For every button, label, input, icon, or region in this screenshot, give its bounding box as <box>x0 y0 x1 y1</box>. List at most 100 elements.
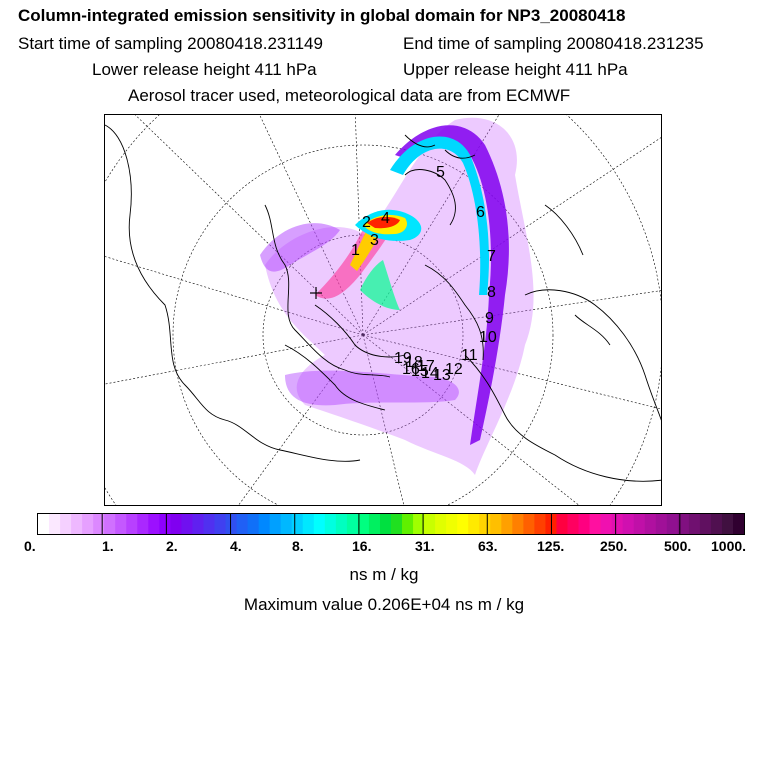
colorbar-tick: 4. <box>230 538 242 554</box>
colorbar-swatch <box>721 514 734 534</box>
colorbar-swatch <box>391 514 403 534</box>
colorbar-swatch <box>413 514 425 534</box>
colorbar-swatch <box>324 514 337 534</box>
colorbar-swatch <box>137 514 149 534</box>
trajectory-labels: 1 2 3 4 5 6 7 8 9 10 11 12 13 14 15 16 1… <box>351 164 497 384</box>
colorbar-swatch <box>357 514 370 534</box>
upper-release-height-label: Upper release height 411 hPa <box>403 60 628 79</box>
plume-green-tail <box>360 260 400 310</box>
lower-release-height-label: Lower release height 411 hPa <box>92 60 317 79</box>
colorbar-swatch <box>236 514 249 534</box>
colorbar-swatch <box>512 514 524 534</box>
colorbar-swatch <box>258 514 271 534</box>
colorbar-tick: 0. <box>24 538 36 554</box>
colorbar-swatch <box>556 514 569 534</box>
traj-label: 2 <box>362 214 371 231</box>
colorbar-swatch <box>170 514 183 534</box>
plume-outer <box>265 117 534 475</box>
colorbar-swatch <box>280 514 293 534</box>
traj-label: 5 <box>436 164 445 181</box>
traj-label: 8 <box>487 284 496 301</box>
traj-label: 9 <box>485 310 494 327</box>
colorbar-swatch <box>225 514 238 534</box>
colorbar <box>37 513 745 535</box>
colorbar-swatch <box>291 514 304 534</box>
plume-outer-south <box>285 370 459 406</box>
colorbar-swatch <box>655 514 668 534</box>
maximum-value-label: Maximum value 0.206E+04 ns m / kg <box>243 595 525 614</box>
colorbar-swatch <box>644 514 657 534</box>
colorbar-swatch <box>126 514 138 534</box>
colorbar-tick: 2. <box>166 538 178 554</box>
colorbar-swatch <box>60 514 72 534</box>
colorbar-swatch <box>424 514 436 534</box>
colorbar-swatch <box>677 514 690 534</box>
start-time-label: Start time of sampling 20080418.231149 <box>18 34 323 53</box>
colorbar-swatch <box>82 514 94 534</box>
end-time-label: End time of sampling 20080418.231235 <box>403 34 704 53</box>
colorbar-swatch <box>49 514 61 534</box>
traj-label: 15 <box>411 363 429 380</box>
colorbar-swatch <box>732 514 744 534</box>
colorbar-swatches <box>38 514 744 534</box>
colorbar-swatch <box>501 514 513 534</box>
colorbar-swatch <box>457 514 469 534</box>
colorbar-swatch <box>148 514 160 534</box>
colorbar-tick: 63. <box>478 538 498 554</box>
sensitivity-plume <box>260 117 534 475</box>
release-point-marker <box>310 287 322 299</box>
traj-label: 3 <box>370 232 379 249</box>
colorbar-swatch <box>633 514 646 534</box>
coastlines <box>105 124 661 482</box>
colorbar-swatch <box>710 514 723 534</box>
colorbar-unit-label: ns m / kg <box>349 565 419 584</box>
colorbar-swatch <box>666 514 679 534</box>
colorbar-swatch <box>313 514 326 534</box>
plume-hotspot-core <box>367 216 400 229</box>
plume-west-branch <box>260 223 340 272</box>
colorbar-swatch <box>402 514 414 534</box>
colorbar-swatch <box>446 514 458 534</box>
traj-label: 4 <box>381 210 390 227</box>
traj-label: 19 <box>394 350 412 367</box>
traj-label: 6 <box>476 204 485 221</box>
colorbar-tick: 8. <box>292 538 304 554</box>
colorbar-swatch <box>468 514 480 534</box>
colorbar-swatch <box>479 514 491 534</box>
colorbar-swatch <box>600 514 613 534</box>
colorbar-swatch <box>379 514 392 534</box>
traj-label: 16 <box>402 361 420 378</box>
colorbar-swatch <box>159 514 171 534</box>
traj-label: 12 <box>445 361 463 378</box>
colorbar-swatch <box>269 514 282 534</box>
traj-label: 7 <box>487 248 496 265</box>
colorbar-swatch <box>335 514 348 534</box>
colorbar-tick: 125. <box>537 538 565 554</box>
traj-label: 14 <box>421 365 439 382</box>
colorbar-swatch <box>490 514 502 534</box>
colorbar-swatch <box>688 514 701 534</box>
colorbar-swatch <box>104 514 116 534</box>
colorbar-swatch <box>435 514 447 534</box>
colorbar-swatch <box>699 514 712 534</box>
colorbar-swatch <box>247 514 260 534</box>
traj-label: 10 <box>479 329 497 346</box>
colorbar-swatch <box>346 514 359 534</box>
traj-label: 1 <box>351 242 360 259</box>
colorbar-swatch <box>181 514 194 534</box>
colorbar-tick: 31. <box>415 538 435 554</box>
traj-label: 17 <box>417 358 435 375</box>
colorbar-tick: 500. <box>664 538 692 554</box>
colorbar-swatch <box>214 514 227 534</box>
colorbar-swatch <box>302 514 315 534</box>
map-canvas: 1 2 3 4 5 6 7 8 9 10 11 12 13 14 15 16 1… <box>105 115 661 505</box>
colorbar-tick: 1. <box>102 538 114 554</box>
colorbar-swatch <box>368 514 381 534</box>
tracer-note: Aerosol tracer used, meteorological data… <box>128 86 571 105</box>
colorbar-swatch <box>523 514 536 534</box>
colorbar-tick: 250. <box>600 538 628 554</box>
colorbar-swatch <box>115 514 127 534</box>
traj-label: 18 <box>405 354 423 371</box>
colorbar-swatch <box>589 514 602 534</box>
colorbar-swatch <box>534 514 547 534</box>
